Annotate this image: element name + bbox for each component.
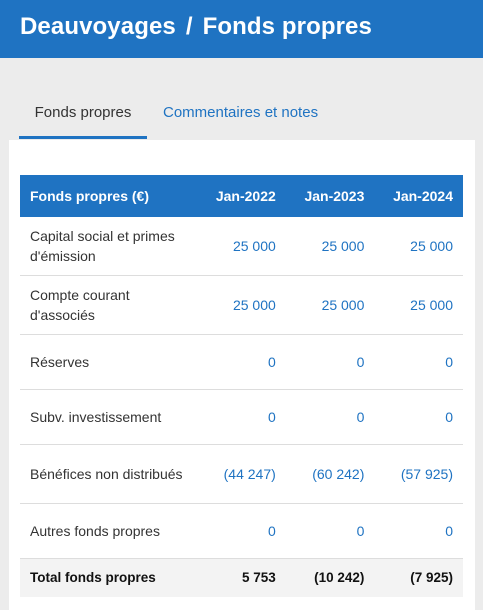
active-tab-indicator <box>19 136 147 139</box>
table-row: Capital social et primes d'émission 25 0… <box>20 217 463 276</box>
cell-value[interactable]: 0 <box>197 334 286 390</box>
cell-value[interactable]: 0 <box>285 389 375 445</box>
app-header: Deauvoyages / Fonds propres <box>0 0 483 58</box>
tab-bar: Fonds propres Commentaires et notes <box>0 58 483 140</box>
cell-value[interactable]: 25 000 <box>197 217 286 276</box>
cell-value[interactable]: 0 <box>374 503 463 559</box>
table-header-row: Fonds propres (€) Jan-2022 Jan-2023 Jan-… <box>20 175 463 217</box>
row-label: Autres fonds propres <box>20 503 198 559</box>
cell-value[interactable]: 0 <box>374 389 463 445</box>
column-header: Fonds propres (€) <box>20 175 198 217</box>
cell-value[interactable]: 0 <box>374 334 463 390</box>
row-label: Subv. investissement <box>20 389 198 445</box>
company-name: Deauvoyages <box>20 13 176 40</box>
total-value: (7 925) <box>374 558 463 597</box>
column-header: Jan-2023 <box>285 175 375 217</box>
cell-value[interactable]: 0 <box>197 389 286 445</box>
cell-value[interactable]: (60 242) <box>285 444 375 504</box>
cell-value[interactable]: 25 000 <box>285 275 375 335</box>
equity-table: Fonds propres (€) Jan-2022 Jan-2023 Jan-… <box>20 175 463 597</box>
row-label: Compte courant d'associés <box>20 275 198 335</box>
page-title: Deauvoyages / Fonds propres <box>20 13 372 41</box>
row-label: Bénéfices non distribués <box>20 444 198 504</box>
cell-value[interactable]: 0 <box>285 503 375 559</box>
cell-value[interactable]: 25 000 <box>374 275 463 335</box>
column-header: Jan-2022 <box>197 175 286 217</box>
total-row: Total fonds propres 5 753 (10 242) (7 92… <box>20 558 463 597</box>
title-separator: / <box>185 13 193 40</box>
table-row: Autres fonds propres 0 0 0 <box>20 503 463 559</box>
table-row: Compte courant d'associés 25 000 25 000 … <box>20 275 463 335</box>
cell-value[interactable]: (57 925) <box>374 444 463 504</box>
column-header: Jan-2024 <box>374 175 463 217</box>
total-value: (10 242) <box>285 558 375 597</box>
table-row: Subv. investissement 0 0 0 <box>20 389 463 445</box>
table-row: Bénéfices non distribués (44 247) (60 24… <box>20 444 463 504</box>
table-row: Réserves 0 0 0 <box>20 334 463 390</box>
cell-value[interactable]: 0 <box>197 503 286 559</box>
cell-value[interactable]: 25 000 <box>197 275 286 335</box>
row-label: Réserves <box>20 334 198 390</box>
content-panel: Fonds propres (€) Jan-2022 Jan-2023 Jan-… <box>9 140 475 610</box>
row-label: Capital social et primes d'émission <box>20 217 198 276</box>
cell-value[interactable]: 25 000 <box>374 217 463 276</box>
tab-commentaires-notes[interactable]: Commentaires et notes <box>163 104 319 121</box>
cell-value[interactable]: (44 247) <box>197 444 286 504</box>
cell-value[interactable]: 25 000 <box>285 217 375 276</box>
tab-fonds-propres[interactable]: Fonds propres <box>34 104 132 121</box>
total-value: 5 753 <box>197 558 286 597</box>
cell-value[interactable]: 0 <box>285 334 375 390</box>
total-label: Total fonds propres <box>20 558 198 597</box>
section-name: Fonds propres <box>202 13 372 40</box>
